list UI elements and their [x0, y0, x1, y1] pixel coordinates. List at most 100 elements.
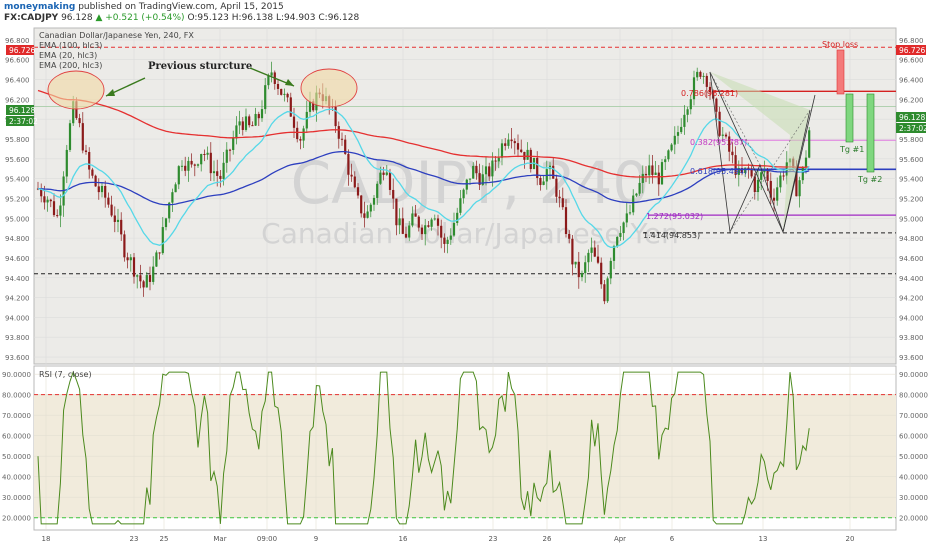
rsi-tick-right: 30.0000 — [899, 494, 928, 502]
candle-body — [427, 225, 430, 227]
candle-body — [84, 150, 88, 152]
candle-body — [123, 234, 126, 258]
candle-body — [459, 198, 462, 213]
candle-body — [78, 118, 81, 124]
stop-tag-left-text: 96.726 — [9, 46, 35, 55]
price-tick-left: 95.200 — [5, 195, 30, 203]
candle-body — [283, 93, 286, 95]
rsi-label[interactable]: RSI (7, close) — [39, 370, 92, 379]
author-name[interactable]: moneymaking — [4, 2, 76, 12]
legend-ema20[interactable]: EMA (20, hlc3) — [39, 51, 97, 60]
candle-body — [660, 162, 664, 185]
legend-title: Canadian Dollar/Japanese Yen, 240, FX — [39, 31, 194, 40]
candle-body — [584, 262, 587, 274]
timer-tag-left — [6, 116, 34, 126]
candle-body — [235, 125, 238, 139]
rsi-tick-left: 90.0000 — [2, 371, 31, 379]
candle-body — [587, 252, 590, 263]
candle-body — [40, 188, 43, 197]
candle-body — [190, 160, 193, 165]
price-tick-left: 95.800 — [5, 136, 30, 144]
rsi-tick-left: 70.0000 — [2, 412, 31, 420]
ema-lines — [37, 89, 810, 248]
legend-ema100[interactable]: EMA (100, hlc3) — [39, 41, 102, 50]
candle-body — [737, 168, 740, 175]
candle-body — [600, 262, 603, 285]
structure-ellipse-2[interactable] — [300, 68, 358, 108]
structure-ellipse-1[interactable] — [47, 70, 105, 110]
time-tick: 6 — [670, 535, 675, 543]
candle-body — [104, 185, 107, 198]
price-tick-left: 93.600 — [5, 354, 30, 362]
candle-body — [536, 157, 539, 178]
price-tick-left: 96.400 — [5, 77, 30, 85]
candle-body — [292, 116, 296, 128]
candle-body — [436, 218, 440, 226]
candle-body — [206, 152, 209, 155]
candle-body — [132, 257, 136, 277]
legend-ema200[interactable]: EMA (200, hlc3) — [39, 61, 102, 70]
candle-body — [702, 75, 705, 77]
price-tick-right: 94.000 — [899, 314, 924, 322]
candle-body — [145, 275, 148, 288]
stop-tag-left — [6, 45, 34, 55]
candle-body — [376, 183, 379, 198]
fib-618-label: 0.618(95.494) — [690, 167, 747, 176]
time-tick: 16 — [399, 535, 408, 543]
price-tick-right: 94.200 — [899, 295, 924, 303]
ema200-line — [37, 89, 810, 178]
candle-body — [49, 199, 52, 202]
candle-body — [571, 238, 574, 265]
candle-body — [670, 144, 673, 151]
candle-body — [248, 116, 251, 126]
price-tick-right: 95.200 — [899, 195, 924, 203]
candle-body — [232, 138, 235, 150]
candle-body — [126, 257, 129, 261]
rsi-tick-right: 40.0000 — [899, 474, 928, 482]
candle-body — [177, 166, 180, 185]
candle-body — [616, 236, 619, 246]
candle-body — [296, 127, 299, 140]
candle-body — [382, 172, 385, 175]
candle-body — [462, 189, 465, 199]
price-tick-left: 95.600 — [5, 156, 30, 164]
arrow-right-head-icon — [285, 79, 294, 86]
candle-body — [244, 116, 248, 130]
candle-body — [465, 179, 468, 190]
price-panel — [33, 27, 897, 365]
level-lines — [34, 46, 896, 275]
candle-body — [216, 171, 219, 176]
candle-body — [286, 93, 289, 98]
candle-body — [766, 170, 769, 181]
price-tick-left: 94.600 — [5, 255, 30, 263]
candle-body — [276, 83, 280, 89]
candle-body — [212, 171, 216, 174]
candle-body — [526, 149, 529, 160]
rsi-tick-right: 90.0000 — [899, 371, 928, 379]
rsi-tick-right: 80.0000 — [899, 392, 928, 400]
candle-body — [756, 179, 760, 193]
harmonic-pattern[interactable] — [709, 71, 816, 234]
candle-body — [782, 175, 785, 177]
price-tick-left: 96.200 — [5, 96, 30, 104]
candle-body — [270, 72, 273, 76]
candle-body — [411, 213, 414, 226]
candle-body — [692, 77, 696, 100]
candle-body — [344, 139, 347, 154]
ema20-line — [37, 108, 810, 248]
candle-body — [724, 134, 728, 137]
price-tick-left: 96.600 — [5, 57, 30, 65]
time-tick: Apr — [614, 535, 626, 543]
watermark-name: Canadian Dollar/Japanese Yen — [261, 217, 679, 250]
rsi-line — [37, 370, 810, 525]
candle-body — [81, 123, 84, 151]
candle-body — [625, 213, 628, 223]
symbol-text: FX:CADJPY — [4, 13, 59, 23]
candle-body — [398, 218, 401, 226]
candle-body — [440, 225, 443, 238]
price-tick-left: 93.800 — [5, 334, 30, 342]
candle-body — [593, 247, 596, 257]
candle-body — [241, 121, 244, 130]
candle-body — [219, 175, 222, 179]
